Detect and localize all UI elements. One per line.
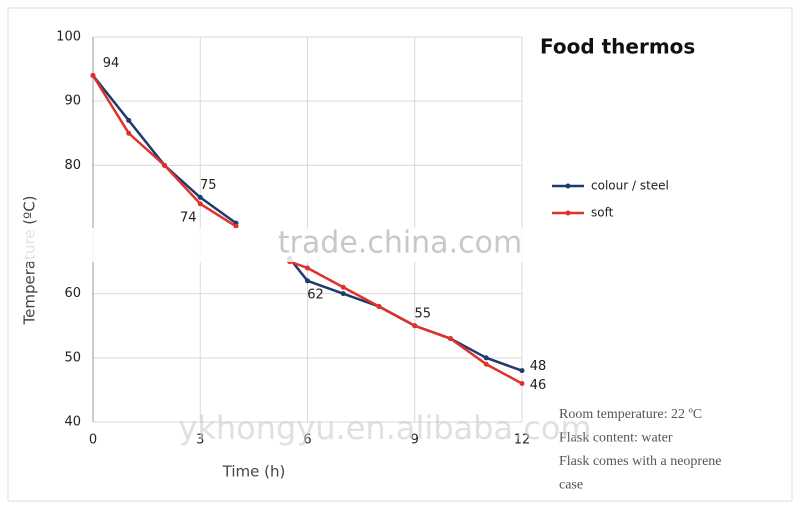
data-point — [90, 73, 96, 78]
data-point — [412, 323, 418, 329]
x-axis-label: Time (h) — [222, 463, 286, 481]
data-point — [483, 361, 489, 367]
x-tick-label: 0 — [89, 433, 97, 448]
data-point — [340, 284, 346, 290]
y-tick-label: 40 — [64, 415, 81, 430]
legend-marker — [565, 210, 571, 216]
y-tick-label: 90 — [64, 94, 81, 109]
data-point — [126, 130, 132, 136]
x-tick-label: 12 — [514, 433, 531, 448]
chart-title: Food thermos — [540, 35, 695, 59]
watermark: trade.china.com — [278, 226, 522, 261]
legend-marker — [565, 183, 571, 189]
data-point — [126, 117, 132, 123]
data-label: 48 — [530, 359, 547, 374]
data-label: 75 — [200, 178, 217, 193]
data-point — [448, 336, 453, 342]
data-point — [197, 201, 203, 207]
data-point — [519, 368, 525, 374]
series-line — [91, 74, 237, 228]
data-label: 74 — [180, 210, 197, 225]
x-tick-label: 9 — [411, 433, 419, 448]
annotation: case — [559, 478, 583, 493]
legend-label: colour / steel — [591, 179, 669, 193]
data-point — [483, 355, 489, 361]
y-tick-label: 80 — [64, 158, 81, 173]
series-line — [288, 257, 523, 372]
data-label: 55 — [414, 306, 431, 321]
annotation: Flask comes with a neoprene — [559, 454, 722, 469]
x-tick-label: 6 — [303, 433, 311, 448]
data-point — [305, 265, 310, 271]
data-point — [233, 223, 239, 229]
y-tick-label: 100 — [56, 30, 81, 45]
legend-label: soft — [591, 206, 614, 220]
data-point — [519, 381, 525, 386]
data-point — [162, 162, 167, 168]
series-line — [92, 74, 237, 225]
y-tick-label: 50 — [64, 350, 81, 365]
data-point — [376, 304, 382, 309]
data-point — [340, 291, 346, 297]
x-tick-label: 3 — [196, 433, 204, 448]
frame — [7, 7, 793, 502]
watermark-band — [9, 228, 791, 262]
data-label: 62 — [307, 287, 324, 302]
data-point — [197, 194, 203, 200]
annotation: Flask content: water — [559, 431, 673, 446]
data-label: 94 — [103, 56, 120, 71]
y-tick-label: 60 — [64, 286, 81, 301]
data-point — [305, 278, 310, 284]
watermark: ykhongyu.en.alibaba.com — [178, 409, 591, 447]
series-line — [289, 260, 523, 385]
annotation: Room temperature: 22 ºC — [559, 407, 702, 422]
data-label: 46 — [530, 378, 547, 393]
